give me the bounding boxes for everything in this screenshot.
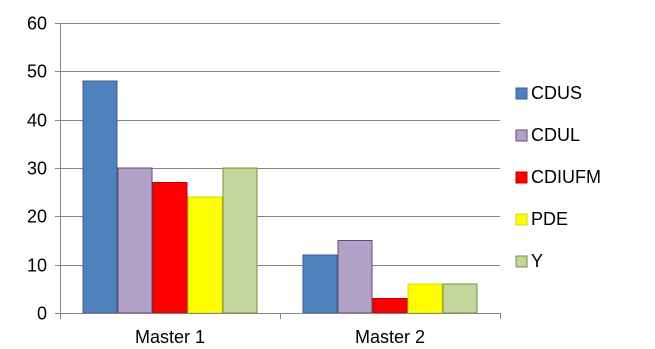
y-tick-label-10: 10 — [27, 256, 47, 276]
legend: CDUS CDUL CDIUFM PDE Y — [515, 83, 601, 271]
axes — [55, 23, 501, 319]
y-tick-label-40: 40 — [27, 111, 47, 131]
legend-swatch-cdus — [515, 87, 528, 100]
bar-cdiufm-master-1 — [152, 182, 188, 314]
legend-label-y: Y — [531, 251, 543, 271]
bar-cdul-master-1 — [117, 167, 153, 314]
x-category-label-1: Master 1 — [135, 327, 205, 347]
y-tick-label-60: 60 — [27, 14, 47, 34]
bars — [82, 80, 478, 314]
legend-label-cdul: CDUL — [531, 125, 580, 145]
legend-swatch-cdul — [515, 129, 528, 142]
legend-swatch-pde — [515, 213, 528, 226]
bar-y-master-1 — [222, 167, 258, 314]
legend-label-pde: PDE — [531, 209, 568, 229]
bar-pde-master-1 — [187, 196, 223, 314]
y-axis-tick-labels: 0 10 20 30 40 50 60 — [27, 14, 47, 324]
bar-cdul-master-2 — [337, 240, 373, 314]
legend-label-cdus: CDUS — [531, 83, 582, 103]
legend-label-cdiufm: CDIUFM — [531, 167, 601, 187]
y-tick-label-50: 50 — [27, 62, 47, 82]
y-tick-label-20: 20 — [27, 207, 47, 227]
y-tick-label-30: 30 — [27, 159, 47, 179]
bar-y-master-2 — [442, 283, 478, 314]
x-axis-category-labels: Master 1 Master 2 — [135, 327, 425, 347]
bar-cdus-master-2 — [302, 254, 338, 314]
x-category-label-2: Master 2 — [355, 327, 425, 347]
y-tick-label-0: 0 — [37, 304, 47, 324]
legend-swatch-y — [515, 255, 528, 268]
bar-pde-master-2 — [407, 283, 443, 314]
legend-swatch-cdiufm — [515, 171, 528, 184]
bar-cdiufm-master-2 — [372, 298, 408, 314]
bar-cdus-master-1 — [82, 80, 118, 314]
